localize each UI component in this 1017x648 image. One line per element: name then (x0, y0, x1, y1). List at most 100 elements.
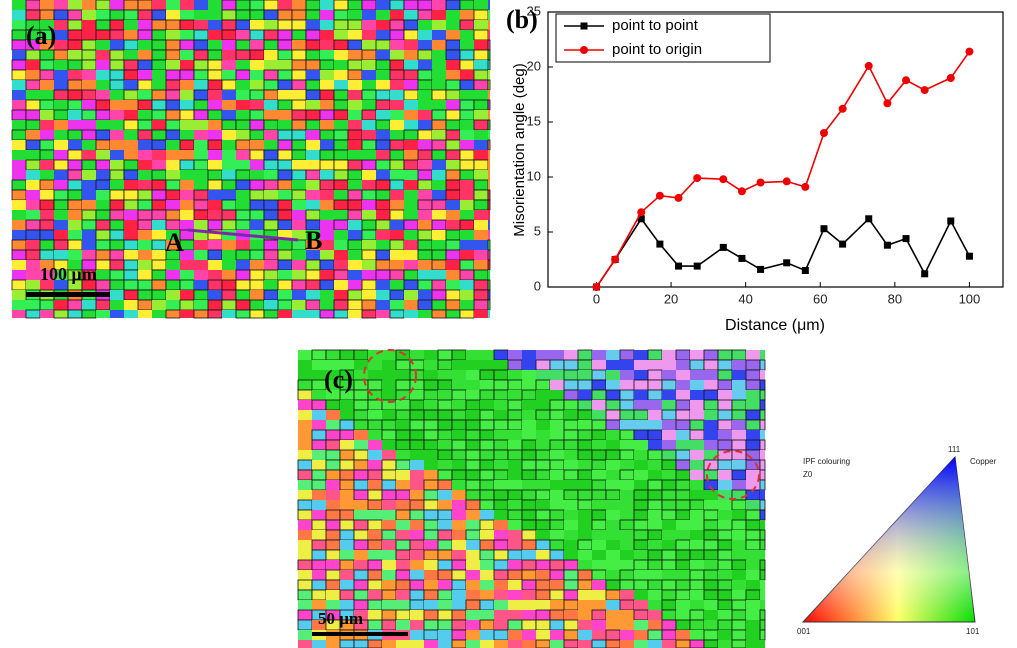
grain (367, 499, 383, 511)
grain (249, 0, 265, 11)
grain (278, 120, 292, 130)
grain (222, 70, 236, 80)
grain (521, 579, 537, 591)
grain (96, 70, 110, 80)
grain (361, 279, 377, 291)
grain (437, 479, 453, 491)
grain (312, 360, 326, 370)
grain (40, 210, 54, 220)
grain (480, 570, 494, 580)
grain (451, 619, 467, 631)
grain (452, 550, 466, 560)
grain (194, 20, 208, 30)
grain (423, 429, 439, 441)
grain (152, 70, 166, 80)
grain (452, 510, 466, 520)
grain (438, 600, 452, 610)
grain (263, 89, 279, 101)
grain (487, 119, 491, 131)
grain (563, 589, 579, 601)
grain (507, 489, 523, 501)
grain (549, 559, 565, 571)
grain (180, 0, 194, 10)
grain (549, 409, 565, 421)
grain (320, 120, 334, 130)
grain (437, 539, 453, 551)
grain (165, 39, 181, 51)
grain (320, 300, 334, 310)
grain (166, 260, 180, 270)
grain (277, 69, 293, 81)
grain (452, 590, 466, 600)
grain (690, 390, 704, 400)
grain (717, 369, 733, 381)
grain (759, 569, 766, 581)
grain (417, 0, 433, 11)
grain (277, 49, 293, 61)
grain (403, 129, 419, 141)
grain (368, 480, 382, 490)
grain (474, 240, 488, 250)
grain (563, 399, 579, 411)
grain (306, 70, 320, 80)
grain (703, 579, 719, 591)
grain (67, 199, 83, 211)
grain (474, 0, 488, 10)
grain (606, 430, 620, 440)
grain (418, 290, 432, 300)
grain (367, 569, 383, 581)
grain (138, 310, 152, 318)
grain (423, 379, 439, 391)
grain (194, 230, 208, 240)
grain (746, 570, 760, 580)
grain (578, 390, 592, 400)
grain (480, 400, 494, 410)
grain (208, 30, 222, 40)
grain (473, 9, 489, 21)
grain (362, 100, 376, 110)
grain (550, 580, 564, 590)
grain (194, 180, 208, 190)
grain (493, 349, 509, 361)
grain (535, 359, 551, 371)
grain (704, 620, 718, 630)
grain (731, 609, 747, 621)
grain (291, 279, 307, 291)
grain (592, 540, 606, 550)
grain (606, 560, 620, 570)
grain (165, 129, 181, 141)
grain (675, 499, 691, 511)
grain (250, 260, 264, 270)
grain (333, 219, 349, 231)
grain (487, 49, 491, 61)
grain (634, 460, 648, 470)
grain (424, 350, 438, 360)
marker (801, 267, 809, 274)
grain (208, 0, 222, 10)
grain (479, 419, 495, 431)
grain (297, 469, 313, 481)
grain (235, 69, 251, 81)
grain (648, 640, 662, 648)
grain (662, 360, 676, 370)
grain (54, 150, 68, 160)
grain (704, 600, 718, 610)
grain (137, 0, 153, 11)
grain (424, 580, 438, 590)
grain (389, 289, 405, 301)
grain (67, 39, 83, 51)
grain (488, 90, 490, 100)
grain (521, 559, 537, 571)
grain (746, 430, 760, 440)
grain (298, 490, 312, 500)
grain (550, 480, 564, 490)
grain (620, 590, 634, 600)
grain (466, 550, 480, 560)
marker (920, 86, 929, 95)
grain (606, 610, 620, 620)
grain (361, 89, 377, 101)
grain (367, 469, 383, 481)
grain (381, 419, 397, 431)
grain (180, 220, 194, 230)
grain (151, 89, 167, 101)
